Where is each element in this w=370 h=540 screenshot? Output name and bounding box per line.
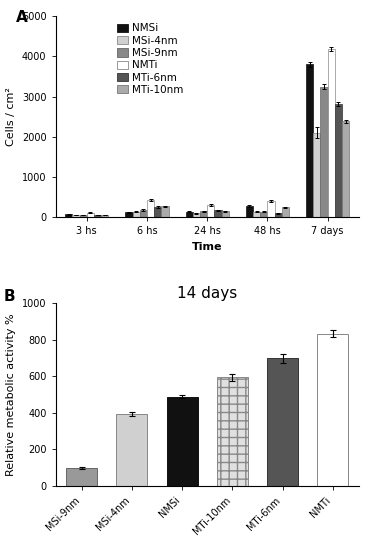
Bar — [161, 206, 169, 217]
Bar — [147, 200, 154, 217]
Bar — [154, 207, 161, 217]
Bar — [246, 206, 253, 217]
Bar — [140, 210, 147, 217]
Text: A: A — [16, 10, 28, 25]
Bar — [282, 207, 289, 217]
Bar — [166, 396, 198, 486]
Title: 14 days: 14 days — [177, 286, 237, 301]
Bar — [267, 358, 298, 486]
Bar — [200, 211, 207, 217]
Bar — [320, 86, 327, 217]
Bar — [342, 122, 349, 217]
Bar — [116, 414, 147, 486]
Bar — [260, 212, 268, 217]
Bar — [317, 334, 348, 486]
Bar — [335, 104, 342, 217]
Text: B: B — [4, 289, 16, 304]
Y-axis label: Relative metabolic activity %: Relative metabolic activity % — [6, 313, 16, 476]
Bar — [132, 212, 140, 217]
Bar — [193, 213, 200, 217]
Bar — [306, 64, 313, 217]
Bar — [87, 213, 94, 217]
Bar — [94, 215, 101, 217]
Bar — [215, 210, 222, 217]
Bar — [185, 212, 193, 217]
Bar — [207, 205, 215, 217]
Bar — [222, 212, 229, 217]
Bar — [253, 212, 260, 217]
Bar — [101, 215, 108, 217]
Bar — [73, 215, 80, 217]
Bar — [327, 49, 335, 217]
Bar — [313, 133, 320, 217]
Bar — [66, 468, 97, 486]
Bar — [65, 214, 73, 217]
Bar — [268, 201, 275, 217]
Bar — [217, 377, 248, 486]
Y-axis label: Cells / cm²: Cells / cm² — [6, 87, 16, 146]
X-axis label: Time: Time — [192, 242, 222, 252]
Bar — [80, 215, 87, 217]
Legend: NMSi, MSi-4nm, MSi-9nm, NMTi, MTi-6nm, MTi-10nm: NMSi, MSi-4nm, MSi-9nm, NMTi, MTi-6nm, M… — [115, 22, 185, 97]
Bar — [125, 212, 132, 217]
Bar — [275, 213, 282, 217]
